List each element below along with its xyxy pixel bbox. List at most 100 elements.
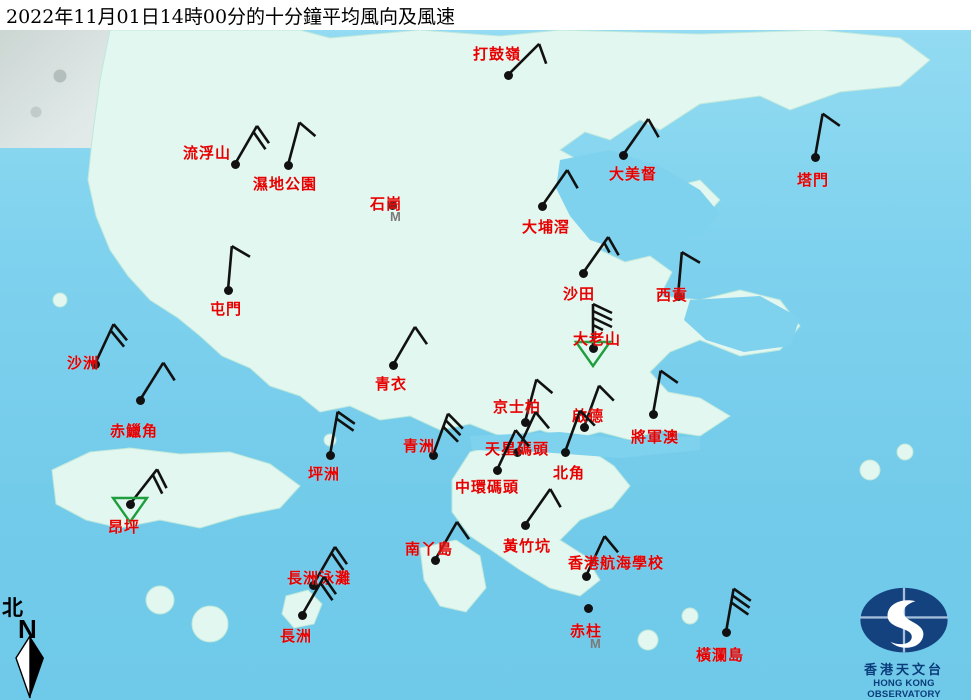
wind-barb-icon [93,323,129,365]
station-marker-dot [308,580,318,590]
island-small-4 [637,629,659,651]
compass-label-en: N [18,614,37,644]
island-small-6 [859,459,881,481]
station-marker-dot [583,603,593,613]
north-arrow-icon [15,636,44,699]
station-marker-dot [430,555,440,565]
station-label: 沙洲 [67,354,100,372]
wind-barb-icon [540,169,579,207]
wind-barb-icon [581,236,620,274]
island-small-8 [52,292,68,308]
wind-barb-icon [110,468,168,525]
wind-barb-icon [507,42,548,76]
station-marker-dot [297,610,307,620]
station-label: 屯門 [210,300,243,318]
station-marker-dot [520,520,530,530]
station-marker-dot [560,447,570,457]
wind-barb-icon [621,118,660,156]
station-label: 沙田 [563,285,596,303]
wind-barb-icon [226,245,251,291]
station-label: 青洲 [403,437,436,455]
missing-data-indicator: M [390,209,401,224]
wind-barb-icon [563,409,596,453]
station-marker-dot [135,395,145,405]
station-marker-dot [387,200,397,210]
wind-barb-icon [523,488,562,526]
wind-barb-icon [573,302,613,369]
station-label: 赤柱 [570,622,603,640]
station-marker-dot [520,417,530,427]
wind-barb-icon [495,429,531,471]
logo-text-en: HONG KONG OBSERVATORY [867,678,941,700]
station-label: 流浮山 [183,144,232,162]
wind-barb-icon [300,576,338,616]
wind-barb-icon [676,251,701,297]
station-label: 南丫島 [405,540,454,558]
island-small-3 [191,605,229,643]
station-label: 青衣 [375,375,408,393]
wind-barb-icon [433,521,471,561]
compass-label-cn: 北 [2,595,23,620]
station-marker-dot [581,571,591,581]
station-marker-dot [673,291,683,301]
wind-barb-icon [515,411,551,453]
station-marker-dot [125,499,135,509]
station-label: 大老山 [573,330,622,348]
station-marker-dot [388,360,398,370]
hko-logo: 香港天文台 HONG KONG OBSERVATORY [840,586,968,700]
station-marker-dot [579,422,589,432]
station-marker-dot [503,70,513,80]
station-marker-dot [618,150,628,160]
wind-barb-icon [233,125,271,165]
station-marker-dot [223,285,233,295]
sea-tolo-harbour [556,150,720,250]
wind-barb-icon [523,378,554,423]
station-label: 大埔滘 [522,218,571,236]
page-title: 2022年11月01日14時00分的十分鐘平均風向及風速 [6,6,456,28]
station-label: 坪洲 [308,465,341,483]
wind-barb-icon [651,369,679,415]
station-label: 赤鱲角 [110,422,159,440]
gale-warning-triangle-icon [110,496,150,525]
station-marker-dot [428,450,438,460]
station-marker-dot [90,359,100,369]
station-label: 香港航海學校 [568,554,665,572]
wind-barb-icon [724,587,752,633]
station-marker-dot [810,152,820,162]
sea-sai-kung [684,296,800,352]
wind-barb-icon [286,121,317,166]
wind-barb-icon [391,326,429,366]
station-label: 打鼓嶺 [473,45,522,63]
sea-victoria-harbour [470,432,700,458]
wind-barb-icon [582,384,615,428]
island-small-7 [896,443,914,461]
station-label: 橫瀾島 [696,646,745,664]
station-marker-dot [230,159,240,169]
station-label: 黃竹坑 [503,537,552,555]
wind-barb-icon [584,535,620,577]
missing-data-indicator: M [590,636,601,651]
station-marker-dot [283,160,293,170]
wind-barb-icon [328,410,356,456]
hko-logo-icon [860,587,948,653]
island-small-2 [145,585,175,615]
wind-barb-icon [431,412,464,456]
station-label: 塔門 [797,171,830,189]
station-marker-dot [512,447,522,457]
station-marker-dot [588,343,598,353]
station-label: 昂坪 [108,518,141,536]
station-marker-dot [492,465,502,475]
station-label: 將軍澳 [631,428,680,446]
station-label: 石崗 [370,195,403,213]
station-label: 西貢 [656,286,689,304]
station-label: 長洲 [280,627,313,645]
station-marker-dot [325,450,335,460]
logo-text-cn: 香港天文台 [863,663,944,678]
wind-barb-icon [311,546,349,586]
station-marker-dot [537,201,547,211]
island-small-5 [681,607,699,625]
station-label: 濕地公園 [253,175,318,193]
station-label: 長洲泳灘 [287,569,352,587]
